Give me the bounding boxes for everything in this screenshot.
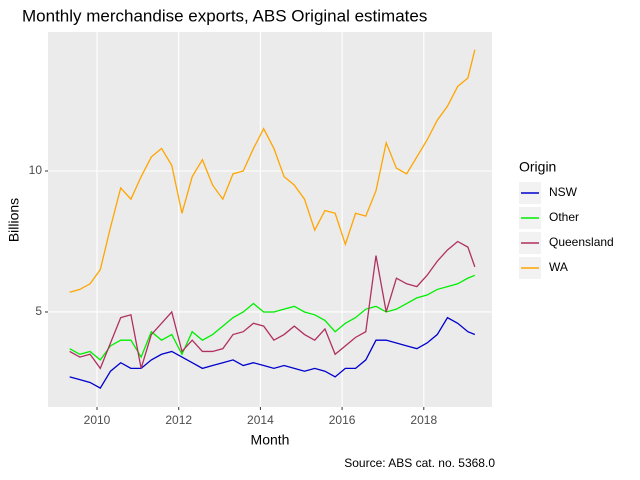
legend-label: Queensland [549, 235, 614, 249]
x-axis-label: Month [251, 432, 290, 448]
caption: Source: ABS cat. no. 5368.0 [344, 456, 495, 470]
series-line [69, 316, 476, 389]
x-tick-label: 2010 [84, 413, 111, 427]
legend-label: WA [549, 260, 568, 274]
x-tick-label: 2018 [410, 413, 437, 427]
legend-label: Other [549, 210, 579, 224]
y-tick-label: 10 [29, 163, 43, 177]
series-line [69, 49, 476, 293]
y-tick-label: 5 [35, 304, 42, 318]
legend-label: NSW [549, 185, 578, 199]
x-tick-label: 2016 [329, 413, 356, 427]
chart-title: Monthly merchandise exports, ABS Origina… [22, 6, 427, 25]
legend-title: Origin [519, 159, 556, 175]
plot-panel [48, 32, 492, 407]
x-tick-label: 2012 [165, 413, 192, 427]
y-axis-label: Billions [6, 198, 22, 242]
series-line [69, 240, 476, 370]
x-tick-label: 2014 [247, 413, 274, 427]
